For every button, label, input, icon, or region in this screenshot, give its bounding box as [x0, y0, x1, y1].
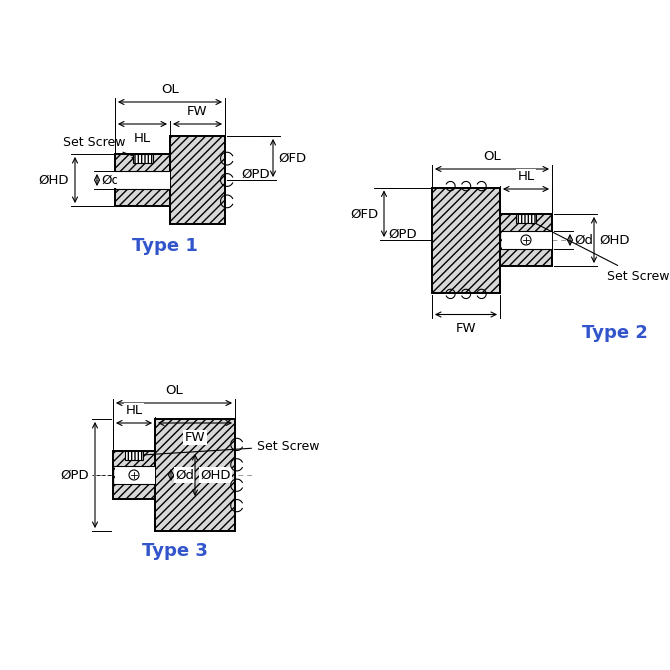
Text: Type 3: Type 3	[142, 542, 208, 560]
Bar	[500, 214, 552, 266]
Text: HL: HL	[134, 132, 151, 145]
Text: Ød: Ød	[175, 468, 194, 482]
Text: ØHD: ØHD	[599, 234, 630, 247]
Text: Set Screw: Set Screw	[63, 135, 137, 157]
Text: OL: OL	[483, 150, 501, 163]
Bar	[125, 451, 143, 460]
Bar	[432, 188, 500, 293]
Bar	[117, 171, 170, 189]
Bar	[155, 419, 235, 531]
Bar	[115, 154, 170, 206]
Bar	[502, 231, 552, 249]
Text: Set Screw: Set Screw	[138, 440, 320, 457]
Text: ØHD: ØHD	[200, 468, 230, 482]
Text: Type 1: Type 1	[132, 237, 198, 255]
Text: HL: HL	[517, 170, 535, 183]
Text: FW: FW	[456, 322, 476, 334]
Text: OL: OL	[165, 384, 183, 397]
Text: ØPD: ØPD	[241, 168, 269, 180]
Bar	[516, 214, 536, 223]
Text: ØPD: ØPD	[60, 468, 89, 482]
Bar	[115, 466, 155, 484]
Text: Type 2: Type 2	[582, 324, 648, 342]
Text: FW: FW	[185, 431, 205, 444]
Text: ØFD: ØFD	[350, 207, 378, 220]
Bar	[170, 136, 225, 224]
Text: Ød: Ød	[101, 174, 120, 186]
Text: ØPD: ØPD	[389, 228, 417, 241]
Bar	[133, 154, 153, 163]
Text: FW: FW	[187, 105, 208, 118]
Text: ØFD: ØFD	[278, 151, 306, 165]
Text: Set Screw: Set Screw	[529, 220, 669, 283]
Text: Ød: Ød	[574, 234, 593, 247]
Bar	[113, 451, 155, 499]
Text: HL: HL	[125, 404, 143, 417]
Text: OL: OL	[161, 83, 179, 96]
Text: ØHD: ØHD	[38, 174, 69, 186]
